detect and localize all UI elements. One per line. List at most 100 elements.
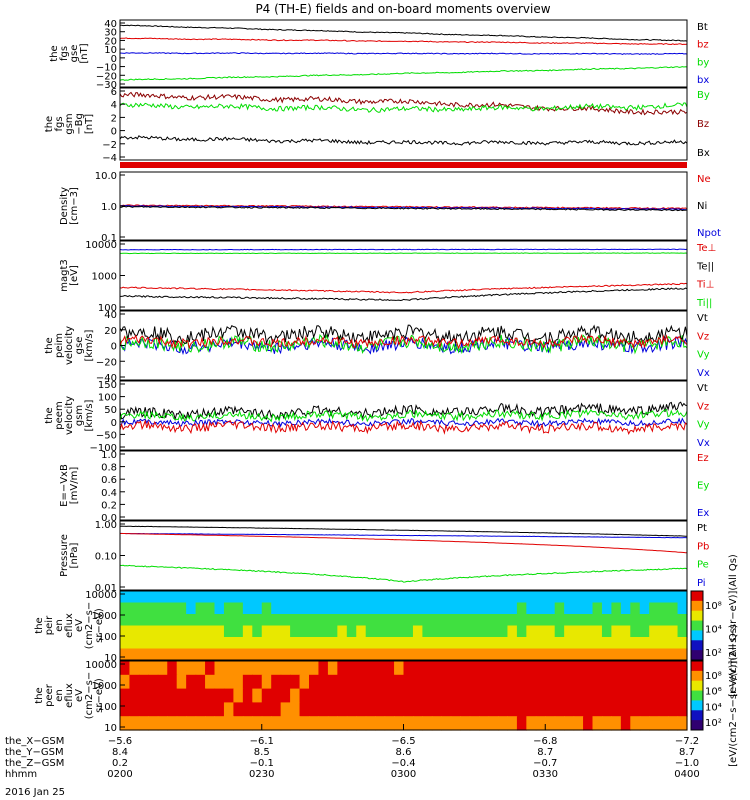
heatmap-cell xyxy=(384,637,395,650)
heatmap-cell xyxy=(318,661,329,676)
heatmap-cell xyxy=(611,637,622,650)
heatmap-cell xyxy=(507,716,518,731)
heatmap-cell xyxy=(450,661,461,676)
heatmap-cell xyxy=(214,674,225,690)
heatmap-cell xyxy=(639,602,650,615)
heatmap-cell xyxy=(554,648,565,661)
heatmap-cell xyxy=(498,614,509,627)
heatmap-cell xyxy=(309,602,320,615)
panel-frame xyxy=(119,19,688,88)
heatmap-cell xyxy=(129,637,140,650)
y-axis-label: (cm2−s− xyxy=(84,672,95,719)
heatmap-cell xyxy=(469,637,480,650)
heatmap-cell xyxy=(233,648,244,661)
heatmap-cell xyxy=(233,602,244,615)
heatmap-cell xyxy=(583,674,594,690)
series-Ti|| xyxy=(120,252,688,255)
heatmap-cell xyxy=(431,614,442,627)
heatmap-cell xyxy=(554,591,565,604)
y-axis-label: gse xyxy=(69,45,80,63)
heatmap-cell xyxy=(375,625,386,638)
heatmap-cell xyxy=(422,688,433,703)
heatmap-cell xyxy=(167,674,178,690)
heatmap-cell xyxy=(630,591,641,604)
colorbar: 10⁸ 10⁶ 10⁴ 10² [eV/(cm2−s−sr−eV)](All Qs) xyxy=(690,624,739,767)
heatmap-cell xyxy=(545,602,556,615)
y-axis-label: [nT] xyxy=(84,114,95,134)
heatmap-cell xyxy=(148,661,159,676)
series-Bt xyxy=(120,24,688,42)
heatmap-cell xyxy=(545,614,556,627)
heatmap-cell xyxy=(327,637,338,650)
heatmap-cell xyxy=(242,614,253,627)
heatmap-cell xyxy=(271,702,282,717)
heatmap-cell xyxy=(252,625,263,638)
heatmap-cell xyxy=(469,648,480,661)
heatmap-cell xyxy=(498,602,509,615)
heatmap-cell xyxy=(195,702,206,717)
heatmap-cell xyxy=(412,661,423,676)
legend-entry: Ne xyxy=(697,174,711,185)
heatmap-cell xyxy=(488,674,499,690)
heatmap-cell xyxy=(205,716,216,731)
heatmap-cell xyxy=(554,614,565,627)
y-tick-label: −2 xyxy=(102,140,117,151)
colorbar-label: [eV/(cm2−s−sr−eV)](All Qs) xyxy=(728,554,739,697)
heatmap-cell xyxy=(157,591,168,604)
heatmap-cell xyxy=(431,602,442,615)
heatmap-cell xyxy=(488,702,499,717)
heatmap-cell xyxy=(318,614,329,627)
heatmap-cell xyxy=(488,591,499,604)
heatmap-cell xyxy=(233,702,244,717)
heatmap-cell xyxy=(242,637,253,650)
heatmap-cell xyxy=(138,637,149,650)
heatmap-cell xyxy=(545,625,556,638)
y-tick-label: 100 xyxy=(98,303,117,314)
series-Pt xyxy=(119,525,688,537)
heatmap-cell xyxy=(186,661,197,676)
heatmap-cell xyxy=(422,648,433,661)
legend-entry: Pe xyxy=(697,560,709,571)
heatmap-cell xyxy=(337,625,348,638)
heatmap-cell xyxy=(601,648,612,661)
heatmap-cell xyxy=(583,591,594,604)
heatmap-cell xyxy=(384,702,395,717)
heatmap-cell xyxy=(299,716,310,731)
legend-entry: Npot xyxy=(697,228,721,239)
heatmap-cell xyxy=(649,674,660,690)
heatmap-cell xyxy=(441,637,452,650)
ephemeris-value: 8.5 xyxy=(254,747,270,758)
heatmap-cell xyxy=(639,625,650,638)
heatmap-cell xyxy=(431,702,442,717)
heatmap-cell xyxy=(460,702,471,717)
series-Pb xyxy=(120,533,687,554)
heatmap-cell xyxy=(195,688,206,703)
y-axis-label: Density xyxy=(59,187,70,225)
heatmap-cell xyxy=(639,637,650,650)
heatmap-cell xyxy=(242,661,253,676)
legend-entry: Vy xyxy=(697,420,710,431)
heatmap-cell xyxy=(148,702,159,717)
heatmap-cell xyxy=(403,637,414,650)
heatmap-cell xyxy=(488,688,499,703)
y-axis-label: peir xyxy=(44,615,55,635)
heatmap-cell xyxy=(242,602,253,615)
heatmap-cell xyxy=(630,648,641,661)
heatmap-cell xyxy=(583,688,594,703)
heatmap-cell xyxy=(356,648,367,661)
heatmap-cell xyxy=(668,614,679,627)
heatmap-cell xyxy=(639,702,650,717)
heatmap-cell xyxy=(186,716,197,731)
heatmap-cell xyxy=(242,702,253,717)
ephemeris-row-label: hhmm xyxy=(5,769,37,780)
heatmap-cell xyxy=(337,591,348,604)
heatmap-cell xyxy=(545,674,556,690)
heatmap-cell xyxy=(412,602,423,615)
heatmap-cell xyxy=(384,674,395,690)
heatmap-cell xyxy=(375,674,386,690)
y-tick-label: 50 xyxy=(104,405,117,416)
heatmap-cell xyxy=(120,716,131,731)
colorbar-swatch xyxy=(691,710,703,721)
heatmap-cell xyxy=(327,661,338,676)
heatmap-cell xyxy=(223,688,234,703)
